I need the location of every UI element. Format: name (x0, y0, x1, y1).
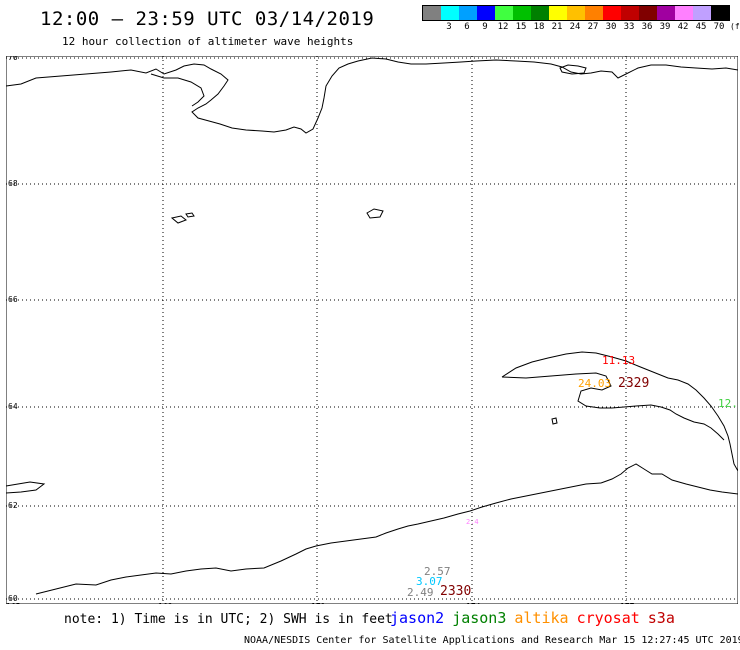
page-subtitle: 12 hour collection of altimeter wave hei… (62, 35, 354, 48)
lat-label: 60 (8, 594, 18, 603)
color-scale-unit: (ft) (730, 22, 740, 31)
color-swatch (657, 6, 675, 20)
color-swatch (441, 6, 459, 20)
color-scale-label: 33 (623, 22, 635, 32)
color-swatch (549, 6, 567, 20)
color-scale-label: 70 (713, 22, 725, 32)
color-scale-label: 30 (605, 22, 617, 32)
color-swatch (531, 6, 549, 20)
lon-label: 168 (158, 602, 173, 604)
color-swatch (693, 6, 711, 20)
lon-label: 171 (311, 602, 326, 604)
satellite-legend-item: cryosat (576, 609, 640, 627)
color-scale-label: 6 (464, 22, 470, 32)
color-swatch (585, 6, 603, 20)
color-scale-label: 39 (659, 22, 671, 32)
color-swatch (459, 6, 477, 20)
island-small-2 (170, 215, 187, 224)
satellite-legend: jason2 jason3 altika cryosat s3a (390, 609, 683, 627)
coastlines (6, 57, 738, 595)
lon-label: 174 (466, 602, 481, 604)
coastline-south-bristol (35, 482, 602, 595)
lat-label: 68 (8, 179, 18, 188)
wave-height-reading: 2.57 (424, 565, 451, 578)
color-scale-labels: 3 6 9 12 15 18 21 24 27 30 33 36 39 42 45 70 (422, 22, 728, 34)
color-scale-label: 21 (551, 22, 563, 32)
coastline-inner-bay (150, 73, 205, 107)
units-note: note: 1) Time is in UTC; 2) SWH is in fe… (64, 612, 393, 627)
color-swatch (477, 6, 495, 20)
color-scale-label: 36 (641, 22, 653, 32)
wave-height-reading: 2.4 (466, 518, 479, 526)
lon-label: 165 (6, 602, 21, 604)
lat-label: 70 (8, 56, 18, 62)
color-scale-label: 3 (446, 22, 452, 32)
coastline-yk-delta (600, 463, 738, 495)
satellite-legend-item: s3a (647, 609, 675, 627)
coastline-seward-peninsula (501, 351, 738, 472)
map-panel: 70 68 66 64 62 60 165 168 171 174 177 11… (6, 56, 738, 604)
lat-labels: 70 68 66 64 62 60 (8, 56, 18, 603)
wave-height-reading: 3.07 (416, 575, 443, 588)
color-scale-label: 15 (515, 22, 527, 32)
lon-labels: 165 168 171 174 177 (6, 602, 635, 604)
island-small-4 (366, 208, 384, 219)
color-scale-label: 24 (569, 22, 581, 32)
color-swatch (639, 6, 657, 20)
wave-height-reading: 12.4 (718, 397, 738, 410)
coastline-norton-sound (501, 372, 725, 441)
island-small-1 (559, 64, 587, 75)
island-st-lawrence-west (6, 481, 46, 494)
wave-height-reading: 2329 (618, 376, 649, 391)
color-swatch (423, 6, 441, 20)
coastline-north-chukotka (6, 57, 738, 134)
graticule (6, 56, 738, 604)
color-swatch (513, 6, 531, 20)
wave-height-reading: 24.03 (578, 377, 611, 390)
color-scale-label: 45 (695, 22, 707, 32)
wave-height-reading: 2330 (440, 584, 471, 599)
satellite-legend-item: altika (514, 609, 569, 627)
lat-label: 66 (8, 295, 18, 304)
page-title: 12:00 – 23:59 UTC 03/14/2019 (40, 8, 375, 30)
island-small-5 (551, 417, 558, 425)
color-scale-label: 27 (587, 22, 599, 32)
satellite-legend-item: jason2 (390, 609, 445, 627)
map-frame (6, 56, 738, 604)
color-swatch (603, 6, 621, 20)
color-swatch (567, 6, 585, 20)
wave-height-color-scale (422, 5, 730, 21)
lat-label: 64 (8, 402, 18, 411)
attribution-footer: NOAA/NESDIS Center for Satellite Applica… (244, 635, 740, 646)
color-scale-label: 42 (677, 22, 689, 32)
altimeter-readings: 11.13 24.03 2329 12.4 2.57 3.07 2.49 233… (407, 354, 738, 599)
island-small-3 (185, 212, 195, 218)
color-scale-label: 12 (497, 22, 509, 32)
satellite-legend-item: jason3 (452, 609, 507, 627)
wave-height-reading: 11.13 (602, 354, 635, 367)
lon-label: 177 (620, 602, 635, 604)
color-swatch (621, 6, 639, 20)
wave-height-reading: 2.49 (407, 586, 434, 599)
color-scale-label (422, 22, 440, 34)
color-swatch (675, 6, 693, 20)
lat-label: 62 (8, 501, 18, 510)
color-swatch (711, 6, 729, 20)
color-swatch (495, 6, 513, 20)
color-scale-label: 18 (533, 22, 545, 32)
color-scale-label: 9 (482, 22, 488, 32)
